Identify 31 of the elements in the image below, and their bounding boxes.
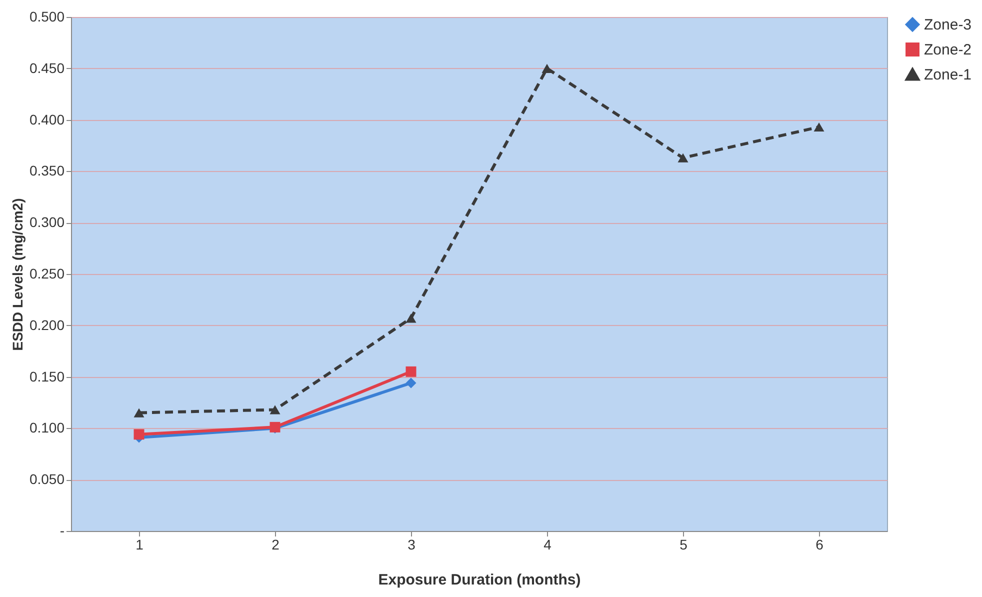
y-tick-label: 0.500 [29, 8, 65, 24]
y-tick-label: 0.050 [29, 471, 65, 488]
y-tick-label: 0.100 [29, 420, 65, 436]
y-tick-label: 0.350 [29, 162, 65, 179]
y-tick-label: 0.450 [29, 60, 65, 76]
y-tick-label: 0.400 [29, 111, 65, 128]
x-tick-label: 6 [816, 536, 824, 552]
y-tick-label: 0.150 [29, 368, 65, 384]
point [134, 429, 144, 440]
y-tick-label: - [60, 522, 65, 538]
point [406, 378, 416, 388]
x-tick-label: 3 [408, 536, 416, 552]
x-axis-title: Exposure Duration (months) [378, 572, 581, 588]
x-tick-label: 4 [544, 536, 552, 552]
legend-label: Zone-3 [924, 16, 972, 34]
point [678, 153, 688, 162]
point [406, 314, 416, 323]
y-axis-title: ESDD Levels (mg/cm2) [9, 198, 26, 351]
legend-label: Zone-1 [924, 66, 972, 84]
point [406, 366, 416, 377]
point [814, 122, 824, 132]
point [270, 405, 280, 414]
point [134, 408, 144, 418]
point [542, 64, 552, 73]
x-tick-label: 2 [272, 536, 280, 552]
y-tick-label: 0.250 [29, 266, 65, 282]
legend-label: Zone-2 [924, 42, 972, 58]
x-tick-label: 5 [680, 536, 688, 552]
x-tick-label: 1 [136, 536, 144, 552]
y-tick-label: 0.300 [29, 214, 65, 230]
y-tick-label: 0.200 [29, 316, 65, 333]
